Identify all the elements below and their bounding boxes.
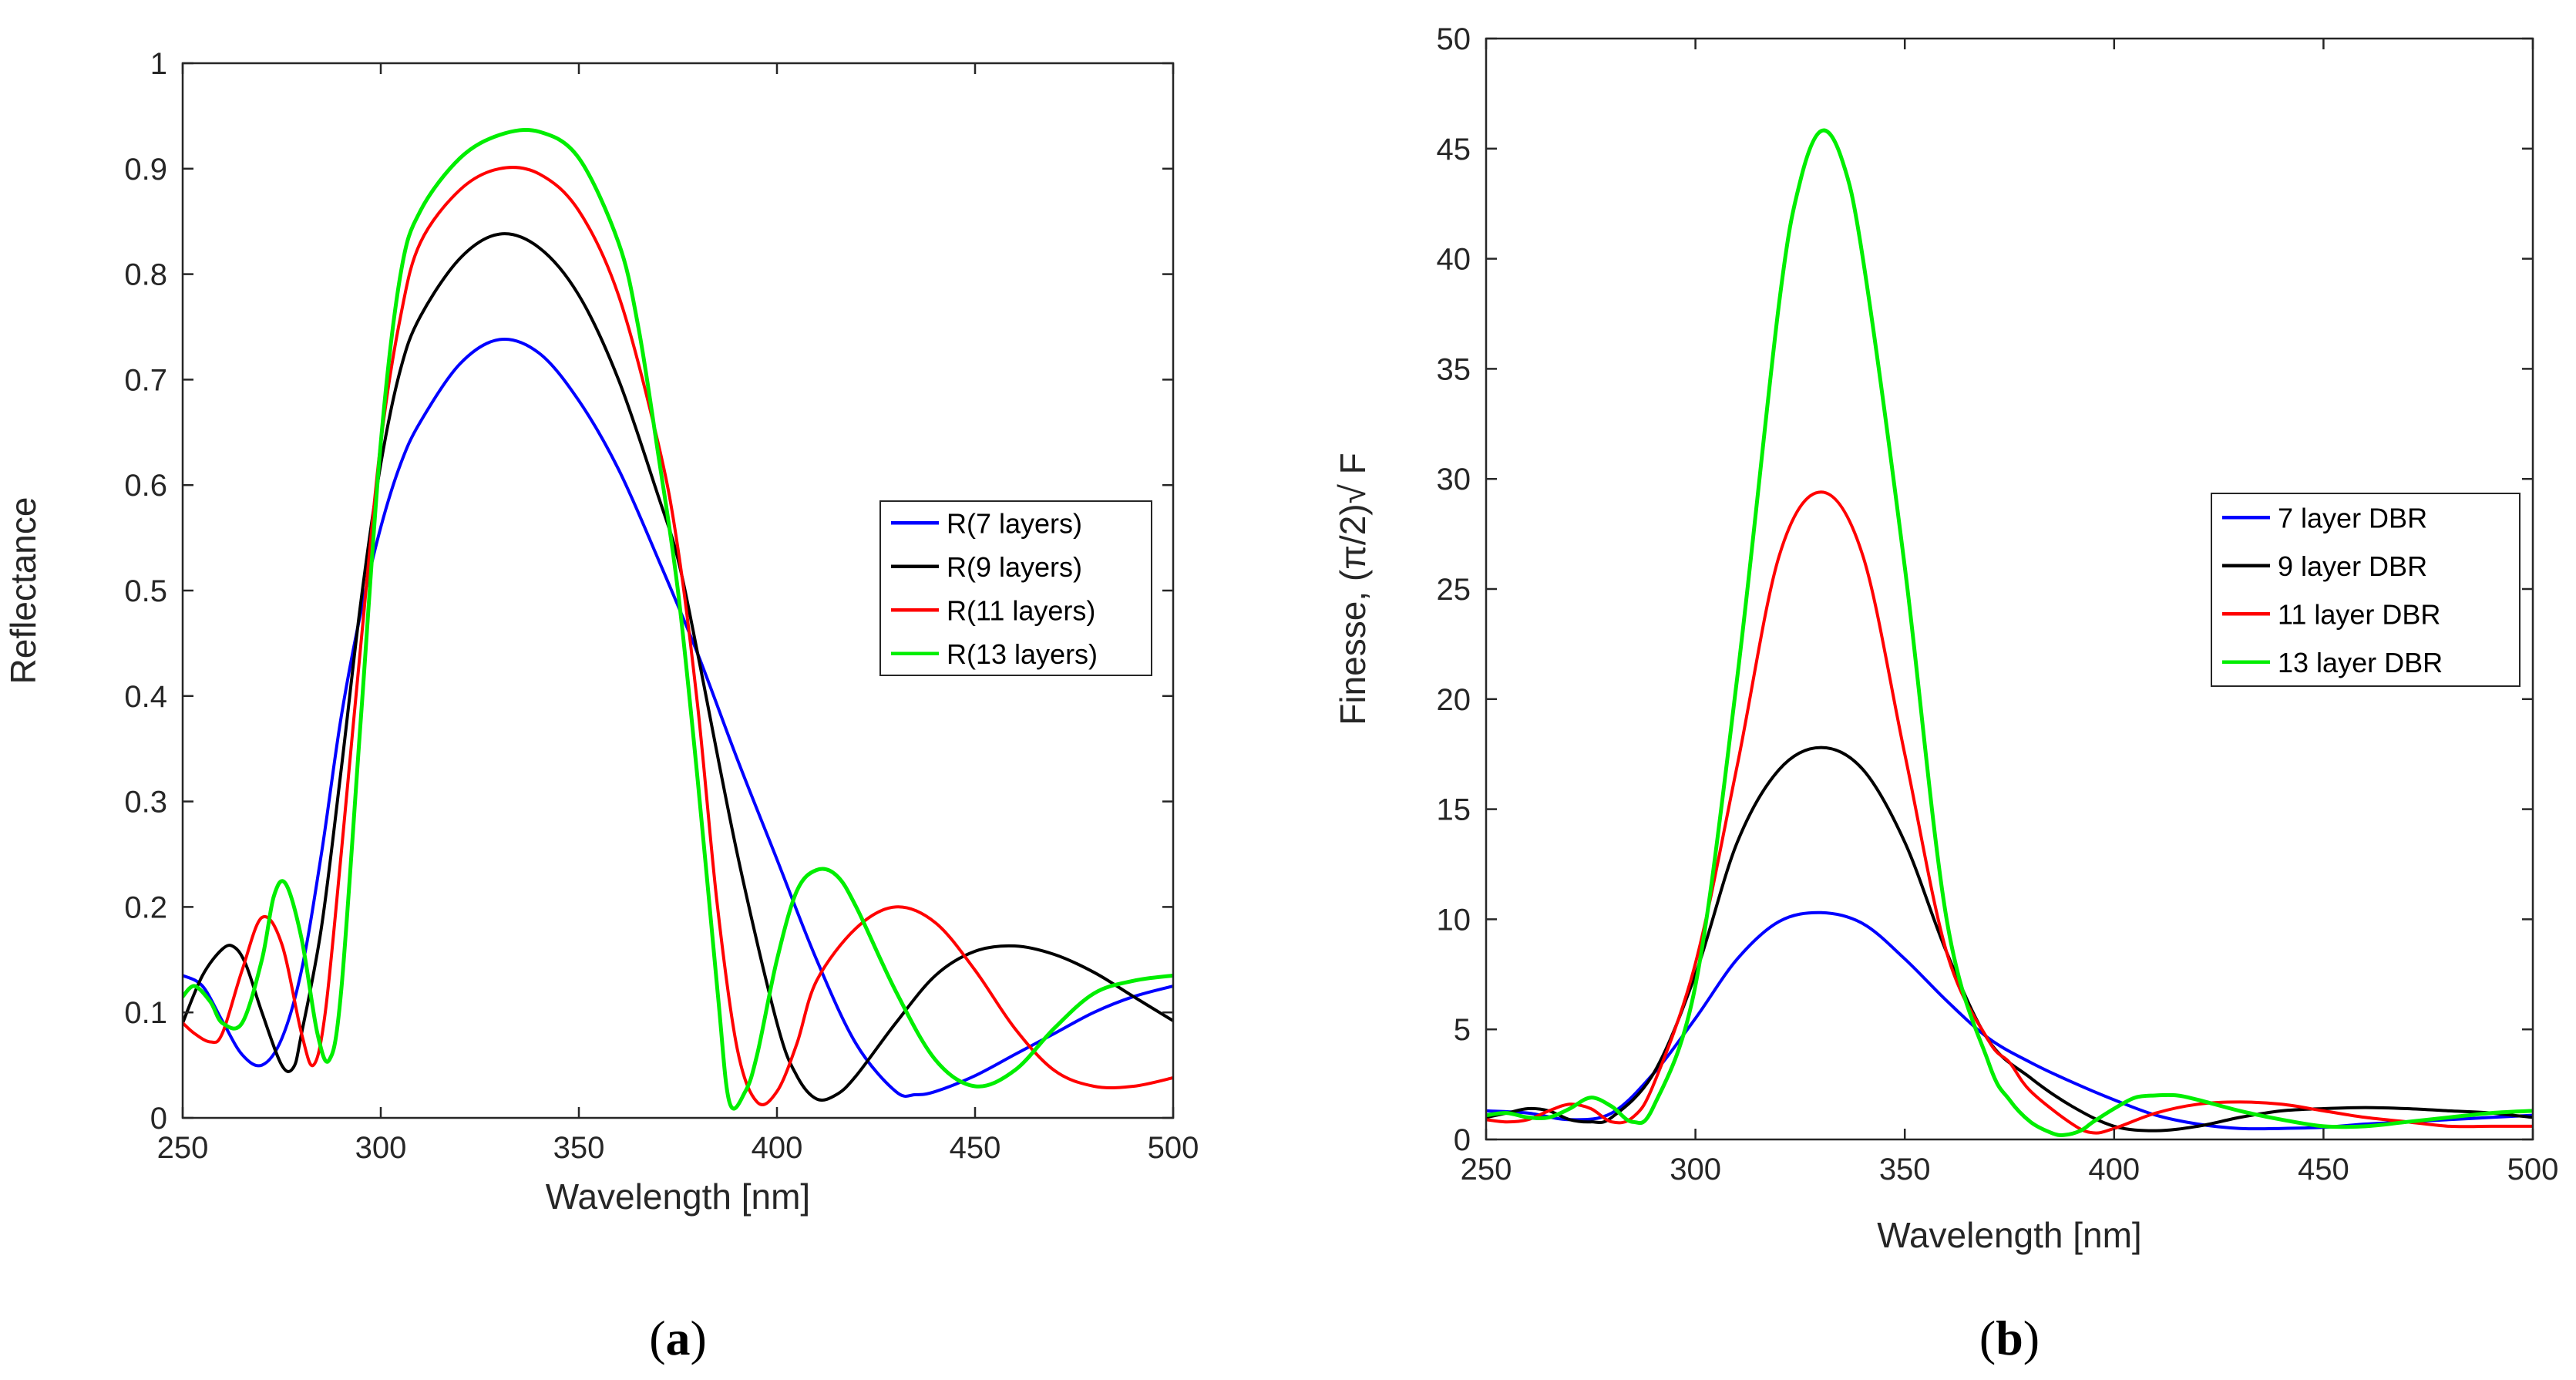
y-tick-label: 40 [1437,243,1471,277]
y-tick-label: 0 [150,1102,167,1136]
legend-label-2: 9 layer DBR [2278,550,2427,582]
x-tick-label: 350 [1879,1153,1931,1186]
legend-label-4: R(13 layers) [947,638,1098,670]
x-tick-label: 500 [1148,1131,1199,1165]
reflectance-chart: 250 300 350 400 450 500 0 0.1 0.2 0.3 0.4 0.5 0.6 0.7… [3,47,1199,1365]
legend-label-2: R(9 layers) [947,551,1082,583]
legend: 7 layer DBR 9 layer DBR 11 layer DBR 13 lay… [2211,493,2521,687]
y-tick-label: 0.9 [124,153,167,187]
series-line-2 [1486,746,2533,1133]
y-tick-label: 0.2 [124,890,167,924]
y-tick-label: 10 [1437,903,1471,937]
x-axis-title: Wavelength [nm] [546,1176,810,1217]
finesse-chart: 250 300 350 400 450 500 0 5 10 15 20 25 30 35 40 45 50 Wa… [1333,22,2559,1365]
y-tick-label: 0.7 [124,363,167,397]
y-tick-label: 0.8 [124,258,167,292]
y-tick-label: 20 [1437,683,1471,717]
legend-box [879,500,1152,676]
y-tick-label: 0.4 [124,680,167,714]
legend-label-1: R(7 layers) [947,507,1082,539]
y-axis-title: Finesse, (π/2)√ F [1333,453,1373,725]
x-tick-label: 300 [355,1131,407,1165]
legend-label-3: R(11 layers) [947,594,1095,626]
x-tick-label: 250 [1461,1153,1512,1186]
y-tick-label: 0.6 [124,469,167,503]
series-line-4 [1486,128,2533,1137]
series-line-1 [1486,910,2533,1131]
series-group [1486,128,2533,1137]
panel-caption: (a) [649,1311,707,1365]
y-tick-label: 50 [1437,22,1471,56]
legend-label-3: 11 layer DBR [2278,598,2440,630]
x-tick-label: 450 [950,1131,1001,1165]
x-tick-label: 300 [1670,1153,1721,1186]
y-tick-label: 0.3 [124,786,167,820]
series-line-2 [183,232,1173,1102]
series-line-1 [183,337,1173,1098]
panel-a: 250 300 350 400 450 500 0 0.1 0.2 0.3 0.4 0.5 0.6 0.7… [3,47,1199,1365]
y-tick-label: 0.1 [124,996,167,1030]
legend: R(7 layers) R(9 layers) R(11 layers) R(13 l… [879,500,1152,676]
y-tick-label: 25 [1437,573,1471,607]
y-tick-label: 35 [1437,352,1471,386]
x-tick-label: 450 [2298,1153,2349,1186]
x-tick-label: 500 [2507,1153,2559,1186]
series-line-3 [1486,490,2533,1135]
series-line-3 [183,166,1173,1106]
x-tick-label: 400 [752,1131,803,1165]
legend-box [2211,493,2521,687]
y-tick-label: 30 [1437,463,1471,496]
legend-label-4: 13 layer DBR [2278,647,2443,678]
y-tick-label: 15 [1437,793,1471,827]
y-axis-title: Reflectance [3,497,43,685]
x-tick-label: 250 [157,1131,209,1165]
series-line-4 [183,127,1173,1111]
panel-b: 250 300 350 400 450 500 0 5 10 15 20 25 30 35 40 45 50 Wa… [1288,0,2576,1380]
legend-label-1: 7 layer DBR [2278,502,2427,533]
series-group [183,127,1173,1111]
y-tick-label: 0 [1454,1123,1471,1157]
y-tick-label: 5 [1454,1013,1471,1047]
y-tick-label: 45 [1437,133,1471,167]
x-tick-label: 400 [2088,1153,2140,1186]
y-tick-label: 1 [150,47,167,81]
y-tick-label: 0.5 [124,574,167,608]
x-axis-title: Wavelength [nm] [1877,1215,2141,1255]
panel-caption: (b) [1979,1311,2040,1365]
x-tick-label: 350 [553,1131,605,1165]
